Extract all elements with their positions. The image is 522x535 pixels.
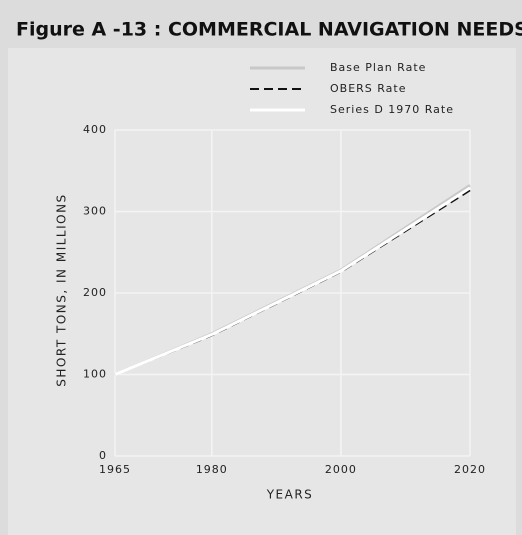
y-tick-label: 300 [83,205,107,218]
x-tick-label: 1980 [196,463,228,476]
y-tick-label: 100 [83,368,107,381]
legend-label: OBERS Rate [330,82,407,95]
y-axis-label: SHORT TONS, IN MILLIONS [55,193,69,386]
x-axis-label: YEARS [266,488,314,502]
panel [8,48,516,535]
legend-label: Base Plan Rate [330,61,426,74]
y-tick-label: 0 [99,449,107,462]
y-tick-label: 200 [83,286,107,299]
x-tick-label: 1965 [99,463,131,476]
series-line [114,186,471,376]
chart-title: Figure A -13 : COMMERCIAL NAVIGATION NEE… [16,19,522,41]
x-tick-label: 2020 [454,463,486,476]
x-tick-label: 2000 [325,463,357,476]
y-tick-label: 400 [83,123,107,136]
legend-label: Series D 1970 Rate [330,103,454,116]
